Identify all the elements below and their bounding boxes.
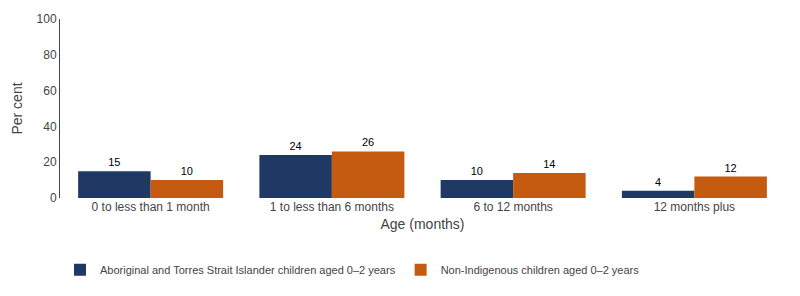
svg-text:Age (months): Age (months) [380, 216, 464, 232]
svg-text:10: 10 [471, 165, 483, 177]
svg-text:100: 100 [37, 12, 57, 26]
svg-text:26: 26 [362, 136, 374, 148]
svg-text:Non-Indigenous children aged 0: Non-Indigenous children aged 0–2 years [441, 264, 640, 276]
svg-text:4: 4 [655, 176, 661, 188]
svg-text:40: 40 [43, 120, 57, 134]
svg-text:14: 14 [543, 158, 555, 170]
svg-text:Per cent: Per cent [9, 82, 25, 134]
svg-text:6 to 12 months: 6 to 12 months [473, 200, 552, 214]
svg-text:12 months plus: 12 months plus [654, 200, 735, 214]
svg-text:60: 60 [43, 84, 57, 98]
svg-text:15: 15 [108, 156, 120, 168]
svg-text:80: 80 [43, 48, 57, 62]
svg-text:Aboriginal and Torres Strait I: Aboriginal and Torres Strait Islander ch… [100, 264, 396, 276]
svg-text:1 to less than 6 months: 1 to less than 6 months [270, 200, 394, 214]
svg-text:0 to less than 1 month: 0 to less than 1 month [92, 200, 210, 214]
svg-text:12: 12 [725, 162, 737, 174]
svg-text:0: 0 [50, 191, 57, 205]
svg-text:20: 20 [43, 155, 57, 169]
svg-text:10: 10 [181, 165, 193, 177]
svg-text:24: 24 [290, 140, 302, 152]
